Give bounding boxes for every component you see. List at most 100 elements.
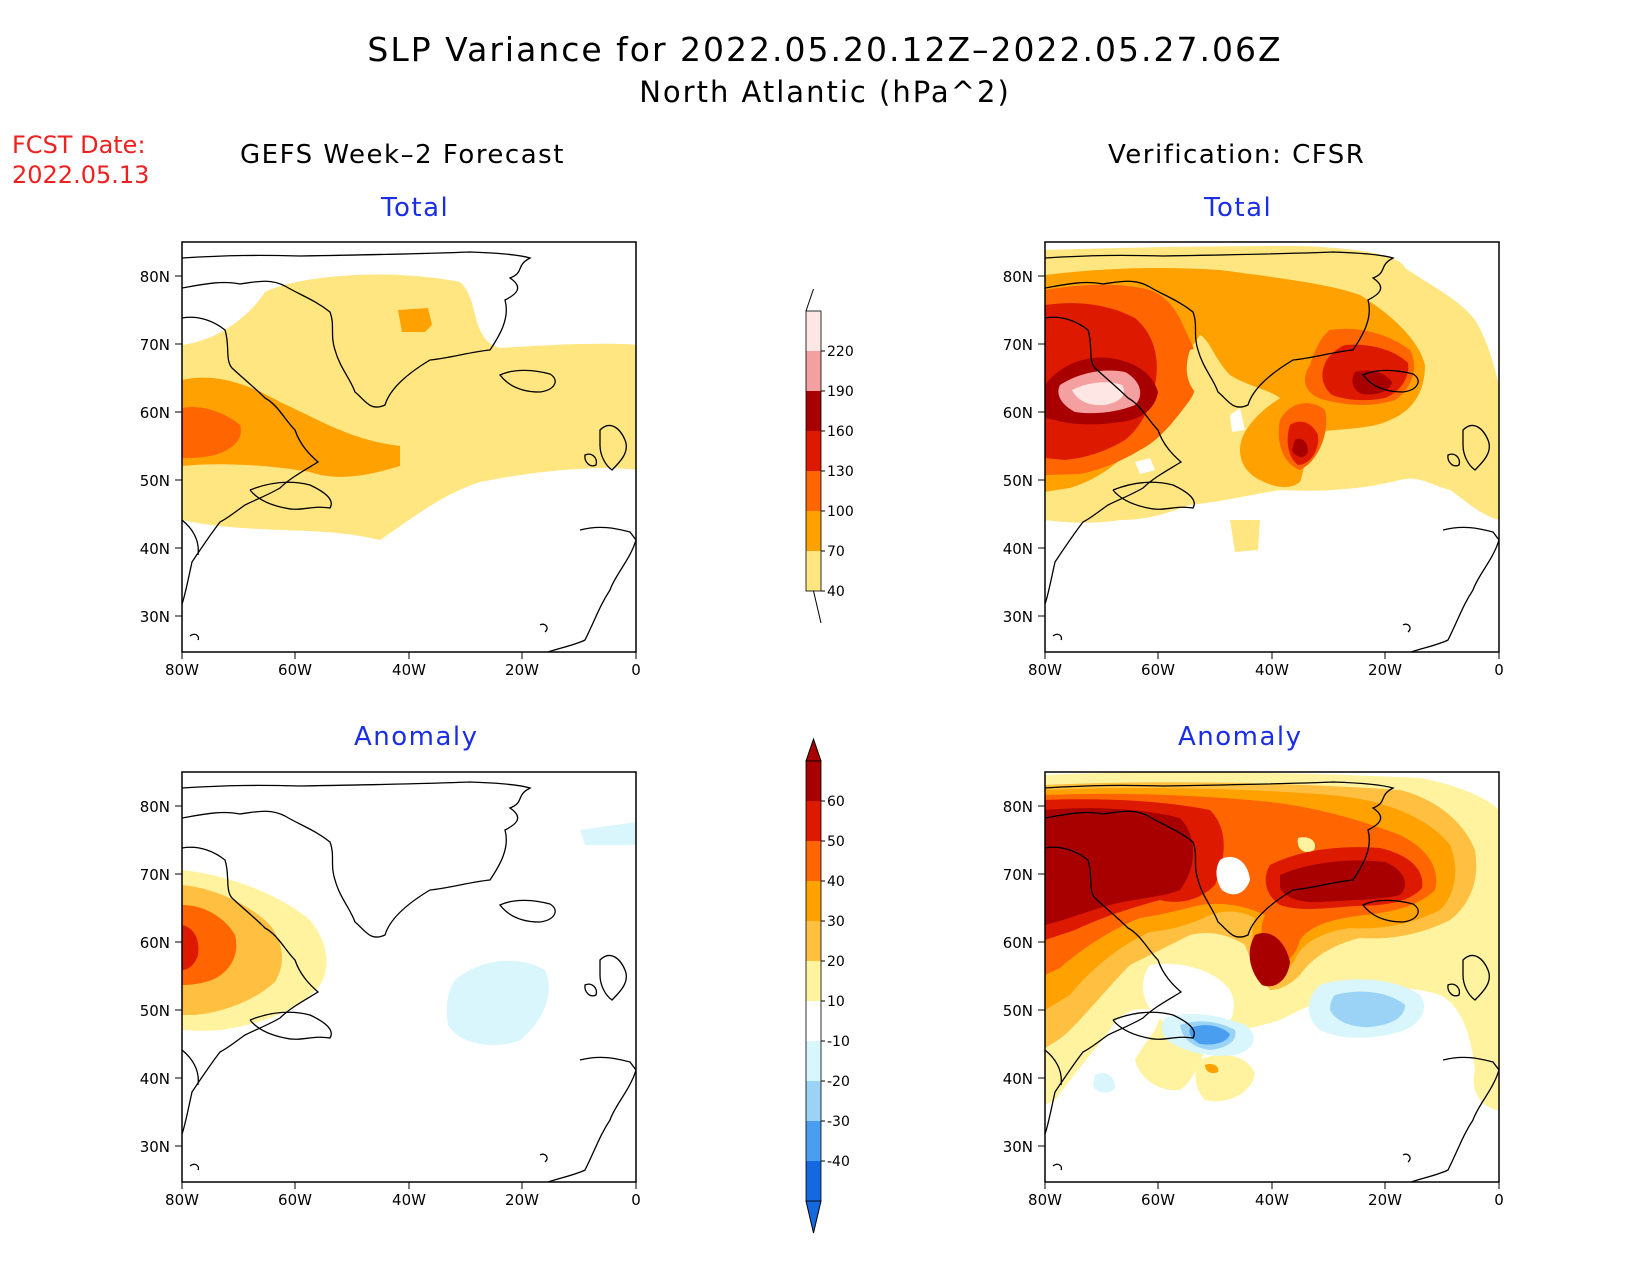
fcst-date-value: 2022.05.13 [12, 161, 150, 189]
colorbar-total-label: 70 [827, 544, 845, 560]
lat-label: 30N [1003, 608, 1033, 626]
colorbar-anomaly-swatch [806, 1081, 821, 1121]
colorbar-total-label: 220 [827, 344, 854, 360]
colorbar-anomaly: 60 50 40 30 20 10 -10 -20 -30 -40 [805, 737, 850, 1234]
colorbar-anomaly-label: 30 [827, 914, 845, 930]
colorbar-total-bottom-tip [813, 590, 822, 624]
colorbar-total-top-tip [805, 288, 814, 312]
column-title-forecast: GEFS Week–2 Forecast [240, 140, 565, 170]
colorbar-anomaly-bottom-triangle [805, 1200, 822, 1234]
lat-label: 40N [140, 540, 170, 558]
lon-label: 60W [278, 661, 312, 679]
lat-label: 80N [140, 798, 170, 816]
panel-subtitle-gefs-total: Total [381, 193, 450, 223]
variance-shading-gefs-total [182, 251, 636, 652]
axis-ticks-cfsr-total [1038, 275, 1500, 659]
panel-subtitle-gefs-anomaly: Anomaly [354, 722, 479, 752]
colorbar-total-outline [805, 310, 822, 592]
colorbar-anomaly-label: -30 [827, 1114, 850, 1130]
colorbar-anomaly-top-triangle [805, 737, 822, 762]
panel-cfsr-total: 80N 70N 60N 50N 40N 30N 80W 60W 40W 20W … [1003, 241, 1504, 679]
lon-label: 0 [631, 661, 641, 679]
lat-label: 80N [1003, 268, 1033, 286]
colorbar-total-swatch [806, 511, 821, 551]
axis-ticks-gefs-total [175, 275, 637, 659]
lat-label: 50N [140, 1002, 170, 1020]
lon-label: 0 [631, 1191, 641, 1209]
panel-gefs-anomaly: 80N 70N 60N 50N 40N 30N 80W 60W 40W 20W … [140, 771, 641, 1209]
axis-ticks-gefs-anomaly [175, 805, 637, 1189]
axis-ticks-cfsr-anomaly [1038, 805, 1500, 1189]
anomaly-shading-cfsr [1045, 772, 1499, 1182]
lat-label: 70N [1003, 866, 1033, 884]
panel-gefs-total: 80N 70N 60N 50N 40N 30N 80W 60W 40W 20W … [140, 241, 641, 679]
lat-label: 70N [1003, 336, 1033, 354]
colorbar-total-swatch [806, 351, 821, 391]
colorbar-anomaly-swatch [806, 761, 821, 801]
lon-label: 0 [1494, 1191, 1504, 1209]
lon-label: 80W [165, 661, 199, 679]
lon-label: 60W [1141, 1191, 1175, 1209]
lat-label: 60N [140, 404, 170, 422]
lat-label: 30N [140, 608, 170, 626]
colorbar-total-swatch [806, 471, 821, 511]
lon-label: 40W [1255, 1191, 1289, 1209]
colorbar-anomaly-outline [805, 760, 822, 1202]
colorbar-total-label: 130 [827, 464, 854, 480]
lat-label: 60N [140, 934, 170, 952]
panel-subtitle-cfsr-total: Total [1204, 193, 1273, 223]
variance-shading-cfsr-total [1045, 246, 1499, 652]
colorbar-total-swatch [806, 311, 821, 351]
lon-label: 0 [1494, 661, 1504, 679]
colorbar-anomaly-swatch [806, 921, 821, 961]
main-subtitle: North Atlantic (hPa^2) [639, 75, 1011, 109]
lon-label: 60W [278, 1191, 312, 1209]
colorbar-anomaly-swatch [806, 881, 821, 921]
colorbar-anomaly-swatch [806, 1041, 821, 1081]
lat-label: 40N [140, 1070, 170, 1088]
lat-label: 60N [1003, 404, 1033, 422]
lon-label: 20W [1368, 1191, 1402, 1209]
anomaly-shading-gefs [182, 781, 636, 1182]
colorbar-anomaly-label: -40 [827, 1154, 850, 1170]
colorbar-total-swatch [806, 551, 821, 591]
lat-label: 50N [140, 472, 170, 490]
lat-label: 30N [1003, 1138, 1033, 1156]
colorbar-anomaly-label: -20 [827, 1074, 850, 1090]
lon-label: 20W [505, 661, 539, 679]
colorbar-anomaly-swatch [806, 1001, 821, 1041]
lon-label: 60W [1141, 661, 1175, 679]
lon-label: 80W [1028, 661, 1062, 679]
colorbar-total-label: 40 [827, 584, 845, 600]
colorbar-anomaly-swatch [806, 841, 821, 881]
colorbar-total-swatch [806, 391, 821, 431]
colorbar-anomaly-label: 50 [827, 834, 845, 850]
lat-label: 40N [1003, 1070, 1033, 1088]
lat-label: 40N [1003, 540, 1033, 558]
colorbar-anomaly-label: 60 [827, 794, 845, 810]
lon-label: 40W [392, 661, 426, 679]
column-title-verification: Verification: CFSR [1108, 140, 1366, 170]
colorbar-anomaly-label: 40 [827, 874, 845, 890]
lat-label: 70N [140, 336, 170, 354]
colorbar-total-label: 160 [827, 424, 854, 440]
lat-label: 50N [1003, 1002, 1033, 1020]
colorbar-anomaly-swatch [806, 961, 821, 1001]
panel-subtitle-cfsr-anomaly: Anomaly [1178, 722, 1303, 752]
colorbar-anomaly-swatch [806, 801, 821, 841]
colorbar-total-swatch [806, 431, 821, 471]
lon-label: 80W [1028, 1191, 1062, 1209]
lon-label: 20W [505, 1191, 539, 1209]
colorbar-anomaly-label: 20 [827, 954, 845, 970]
lon-label: 80W [165, 1191, 199, 1209]
lat-label: 60N [1003, 934, 1033, 952]
lat-label: 30N [140, 1138, 170, 1156]
colorbar-anomaly-label: 10 [827, 994, 845, 1010]
panel-cfsr-anomaly: 80N 70N 60N 50N 40N 30N 80W 60W 40W 20W … [1003, 771, 1504, 1209]
lon-label: 20W [1368, 661, 1402, 679]
main-title: SLP Variance for 2022.05.20.12Z–2022.05.… [367, 30, 1283, 69]
lat-label: 50N [1003, 472, 1033, 490]
colorbar-total: 220 190 160 130 100 70 40 [805, 288, 854, 624]
colorbar-anomaly-swatch [806, 1161, 821, 1201]
